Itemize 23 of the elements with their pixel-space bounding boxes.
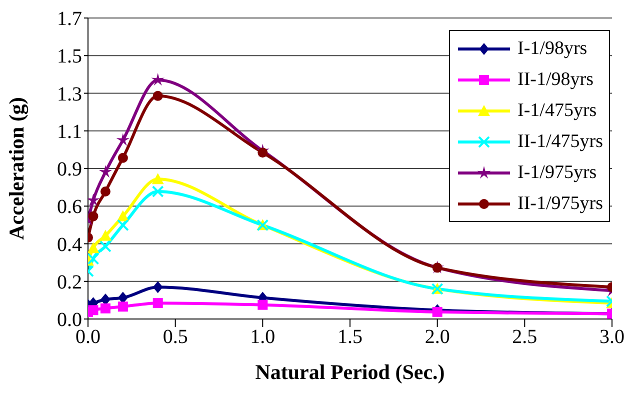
- x-tick-label: 2.5: [512, 326, 538, 348]
- x-tick-label: 0.0: [76, 326, 100, 348]
- x-axis-title: Natural Period (Sec.): [255, 360, 445, 384]
- y-tick-label: 0.9: [57, 158, 82, 181]
- x-tick-label: 0.5: [162, 326, 188, 348]
- y-axis-title: Acceleration (g): [4, 97, 28, 240]
- y-tick-label: 0.4: [57, 234, 82, 256]
- legend-label: I-1/475yrs: [518, 99, 597, 123]
- y-tick-label: 1.7: [57, 8, 82, 30]
- y-tick-label: 1.1: [57, 120, 82, 143]
- y-tick-label: 0.2: [57, 271, 82, 294]
- legend-label: II-1/475yrs: [518, 130, 603, 154]
- x-tick-label: 3.0: [600, 326, 624, 348]
- x-tick-label: 1.0: [250, 326, 276, 348]
- y-tick-label: 1.5: [57, 46, 82, 68]
- y-tick-label: 1.3: [57, 83, 82, 106]
- x-tick-label: 2.0: [424, 326, 450, 348]
- x-tick-label: 1.5: [338, 326, 362, 348]
- legend-label: I-1/98yrs: [518, 37, 588, 61]
- legend-label: II-1/98yrs: [518, 68, 594, 92]
- y-tick-label: 0.6: [57, 196, 82, 218]
- legend-label: I-1/975yrs: [518, 161, 597, 185]
- legend-label: II-1/975yrs: [518, 192, 603, 216]
